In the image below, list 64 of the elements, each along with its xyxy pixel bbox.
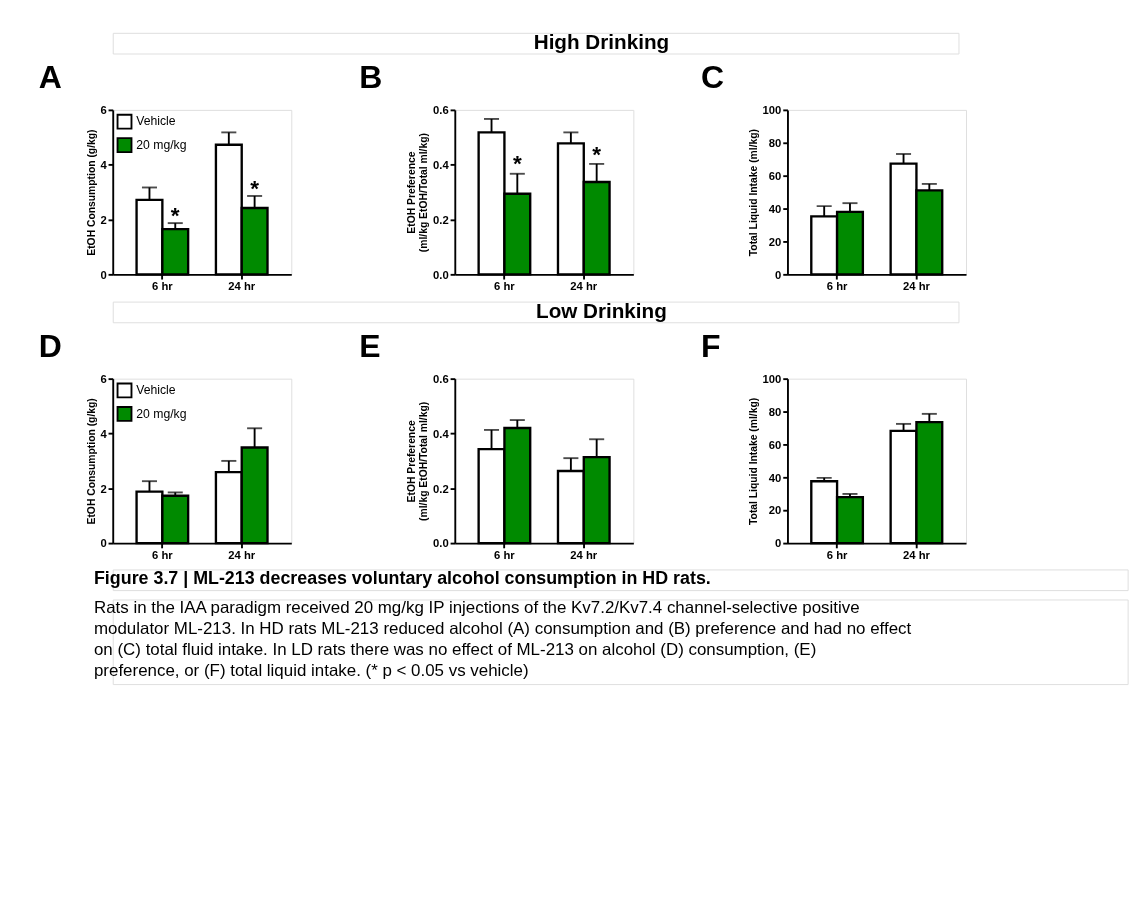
y-tick-label: 40 <box>768 471 782 484</box>
y-tick-label: 100 <box>762 372 782 385</box>
annotation: * <box>170 203 180 229</box>
y-tick-label: 0.0 <box>433 268 449 281</box>
y-tick-label: 80 <box>768 137 782 150</box>
annotation: * <box>512 151 522 177</box>
y-tick-label: 0.4 <box>433 158 450 171</box>
chart-subtitle: Low Drinking <box>536 298 667 322</box>
legend-label: 20 mg/kg <box>136 137 187 152</box>
x-tick-label: 24 hr <box>228 548 256 561</box>
caption: Figure 3.7 | ML-213 decreases voluntary alcohol consumption in HD rats. <box>93 567 711 588</box>
y-tick-label: 0 <box>100 537 107 550</box>
y-tick-label: 6 <box>100 372 107 385</box>
y-axis-title: Total Liquid Intake (ml/kg) <box>747 129 759 257</box>
y-tick-label: 80 <box>768 405 782 418</box>
chart-title: D <box>38 328 62 365</box>
y-axis-title: EtOH Consumption (g/kg) <box>85 129 97 256</box>
legend-label: Vehicle <box>136 114 176 129</box>
x-tick-label: 6 hr <box>494 279 516 292</box>
y-tick-label: 4 <box>100 427 108 440</box>
y-tick-label: 0.0 <box>433 537 449 550</box>
x-tick-label: 24 hr <box>570 279 598 292</box>
y-tick-label: 0.2 <box>433 213 449 226</box>
y-tick-label: 100 <box>762 104 782 117</box>
x-tick-label: 24 hr <box>902 548 931 561</box>
y-axis-title: EtOH Preference (ml/kg EtOH/Total ml/kg) <box>406 133 430 253</box>
chart-title: A <box>38 59 62 96</box>
y-tick-label: 2 <box>100 213 107 226</box>
y-tick-label: 0 <box>100 268 107 281</box>
x-tick-label: 24 hr <box>570 548 598 561</box>
chart-title: C <box>701 59 725 96</box>
y-tick-label: 40 <box>768 202 782 215</box>
y-tick-label: 2 <box>100 482 107 495</box>
text: Rats in the IAA paradigm received 20 mg/kg IP injections of the Kv7.2/Kv7.4 channel-selective positive modulator ML-213. In HD rats ML-213 reduced alcohol (A) consumption and (B) preference and had no effect on (C) total fluid intake. In LD rats there was no effect of ML-213 on alcohol (D) consumption, (E) preference, or (F) total liquid intake. (* p < 0.05 vs vehicle) <box>93 597 912 681</box>
y-tick-label: 0.6 <box>433 372 449 385</box>
x-tick-label: 24 hr <box>228 279 256 292</box>
y-tick-label: 6 <box>100 104 107 117</box>
y-axis-title: EtOH Preference (ml/kg EtOH/Total ml/kg) <box>406 401 430 521</box>
legend-label: Vehicle <box>136 383 176 398</box>
y-tick-label: 60 <box>768 169 782 182</box>
legend-label: 20 mg/kg <box>136 406 187 421</box>
y-tick-label: 4 <box>100 158 108 171</box>
x-tick-label: 24 hr <box>902 279 931 292</box>
y-tick-label: 0.6 <box>433 104 449 117</box>
y-axis-title: EtOH Consumption (g/kg) <box>85 398 97 525</box>
y-tick-label: 20 <box>768 504 782 517</box>
chart-title: E <box>359 328 381 365</box>
y-tick-label: 0.4 <box>433 427 450 440</box>
x-tick-label: 6 hr <box>826 548 849 561</box>
y-tick-label: 0 <box>775 268 782 281</box>
y-axis-title: Total Liquid Intake (ml/kg) <box>747 397 759 525</box>
annotation: * <box>592 141 602 167</box>
x-tick-label: 6 hr <box>826 279 849 292</box>
x-tick-label: 6 hr <box>152 279 174 292</box>
y-tick-label: 20 <box>768 235 782 248</box>
y-tick-label: 60 <box>768 438 782 451</box>
y-tick-label: 0 <box>775 537 782 550</box>
chart-subtitle: High Drinking <box>533 29 670 53</box>
chart-title: B <box>359 59 383 96</box>
chart-title: F <box>701 328 721 365</box>
annotation: * <box>250 175 260 201</box>
x-tick-label: 6 hr <box>494 548 516 561</box>
x-tick-label: 6 hr <box>152 548 174 561</box>
y-tick-label: 0.2 <box>433 482 449 495</box>
